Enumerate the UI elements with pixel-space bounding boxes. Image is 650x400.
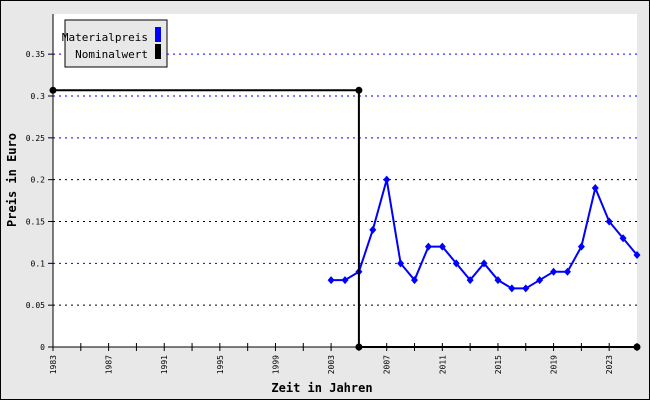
y-tick-label: 0.15 <box>26 217 45 226</box>
data-point <box>452 259 460 268</box>
data-point <box>466 276 474 285</box>
y-tick-label: 0.1 <box>31 259 46 268</box>
y-tick-label: 0.2 <box>31 176 46 185</box>
data-point <box>369 225 377 234</box>
x-tick-label: 2019 <box>550 355 559 374</box>
y-axis-label: Preis in Euro <box>5 133 19 227</box>
legend-swatch-materialpreis <box>155 27 161 42</box>
y-tick-label: 0.05 <box>26 301 45 310</box>
x-tick-label: 2007 <box>383 355 392 374</box>
x-tick-label: 1987 <box>105 355 114 374</box>
y-tick-label: 0 <box>40 343 45 352</box>
data-point <box>424 242 432 251</box>
x-tick-label: 2003 <box>327 355 336 374</box>
x-tick-label: 1995 <box>216 355 225 374</box>
x-tick-label: 2023 <box>605 355 614 374</box>
data-point <box>605 217 613 226</box>
x-tick-label: 2015 <box>494 355 503 374</box>
x-axis-label: Zeit in Jahren <box>271 381 372 395</box>
data-point <box>633 343 641 351</box>
data-point <box>508 284 516 293</box>
plot-area <box>53 14 637 347</box>
legend-label-materialpreis: Materialpreis <box>62 31 148 44</box>
data-point <box>383 175 391 184</box>
data-point <box>411 276 419 285</box>
data-point <box>397 259 405 268</box>
x-tick-label: 1991 <box>160 355 169 374</box>
data-point <box>633 250 641 259</box>
y-tick-label: 0.25 <box>26 134 45 143</box>
data-point <box>522 284 530 293</box>
x-tick-label: 2011 <box>438 355 447 374</box>
data-point <box>341 276 349 285</box>
data-point <box>563 267 571 276</box>
legend-swatch-nominalwert <box>155 44 161 59</box>
data-point <box>355 86 363 94</box>
data-point <box>619 234 627 243</box>
series-line-nominalwert <box>53 89 637 348</box>
legend: Materialpreis Nominalwert <box>62 19 168 68</box>
data-point <box>536 276 544 285</box>
data-point <box>438 242 446 251</box>
y-tick-label: 0.35 <box>26 50 45 59</box>
data-point <box>591 184 599 193</box>
data-point <box>577 242 585 251</box>
x-tick-label: 1983 <box>49 355 58 374</box>
legend-label-nominalwert: Nominalwert <box>75 48 148 61</box>
data-point <box>327 276 335 285</box>
y-tick-label: 0.3 <box>31 92 46 101</box>
data-point <box>494 276 502 285</box>
data-point <box>355 343 363 351</box>
data-point <box>49 86 57 94</box>
legend-box <box>64 19 168 68</box>
data-point <box>550 267 558 276</box>
data-point <box>480 259 488 268</box>
x-tick-label: 1999 <box>271 355 280 374</box>
